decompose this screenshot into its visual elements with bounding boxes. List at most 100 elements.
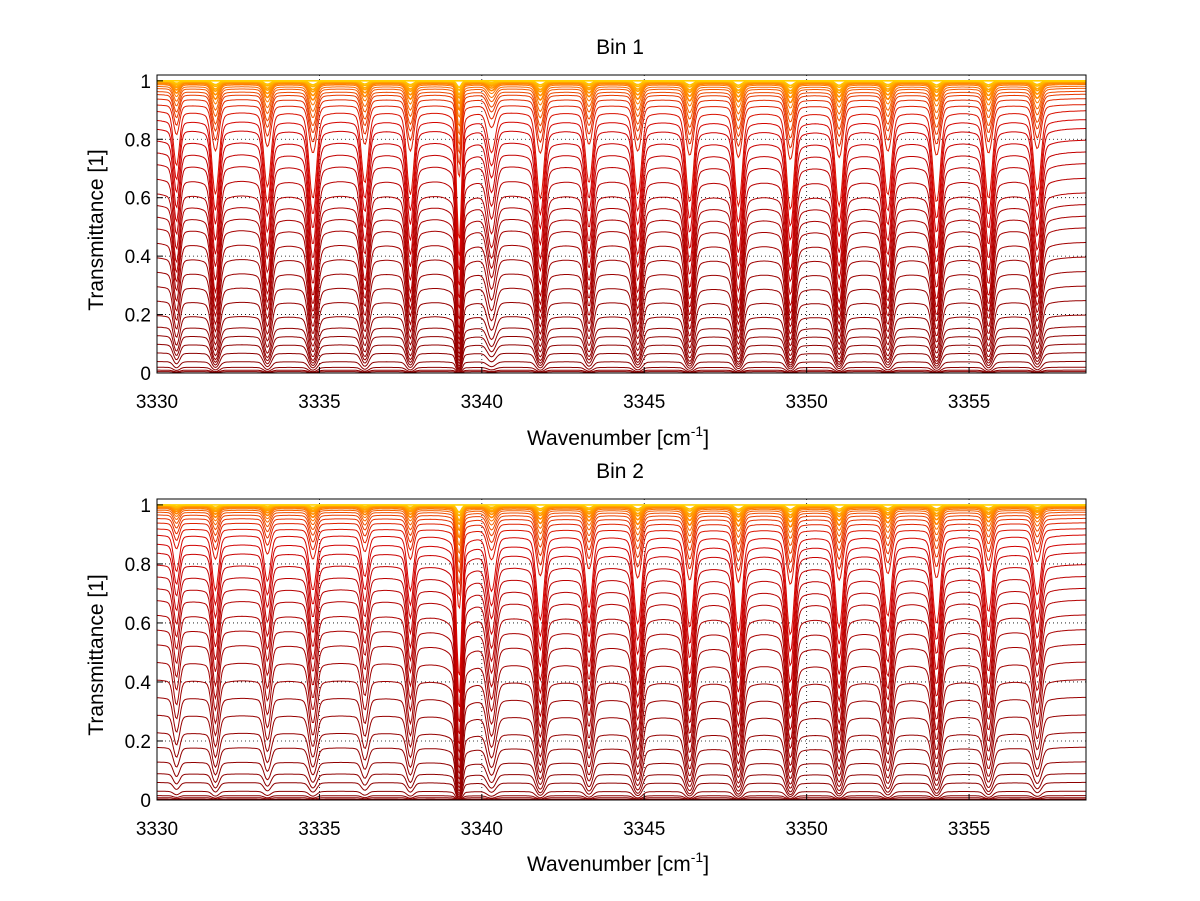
series-line (156, 543, 1086, 693)
series-line (156, 661, 1086, 781)
series-line (157, 506, 1086, 539)
series-line (157, 790, 1086, 800)
series-line (156, 334, 1086, 370)
series-line (156, 773, 1086, 799)
series-line (157, 514, 1087, 574)
series-line (156, 192, 1087, 329)
series-line (156, 256, 1087, 355)
series-line (156, 629, 1086, 770)
x-tick-label: 3340 (461, 819, 503, 840)
series-line (156, 285, 1086, 362)
x-tick-label: 3340 (461, 392, 503, 413)
y-tick-label: 0.4 (125, 247, 152, 268)
chart-title: Bin 2 (596, 460, 644, 483)
series-line (157, 93, 1086, 155)
x-tick-label: 3330 (136, 392, 178, 413)
series-line (156, 84, 1086, 118)
series-line (157, 797, 1086, 801)
series-line (156, 534, 1086, 676)
y-axis-label: Transmittance [1] (85, 149, 108, 310)
series-line (156, 271, 1086, 359)
x-tick-label: 3330 (136, 819, 178, 840)
y-tick-label: 0.8 (125, 130, 151, 151)
series-line (156, 242, 1086, 351)
series-line (156, 119, 1086, 256)
series-line (157, 746, 1086, 796)
y-tick-label: 0.6 (125, 614, 151, 635)
series-line (156, 714, 1086, 792)
y-tick-label: 1 (140, 72, 151, 93)
chart-title: Bin 1 (596, 36, 644, 59)
series-line (156, 128, 1086, 270)
series-line (156, 215, 1086, 342)
x-axis-label: Wavenumber [cm-1] (527, 423, 709, 450)
x-tick-labels: 3330 3335 3340 3345 3350 3355 (136, 367, 990, 413)
series-group (156, 504, 1087, 801)
x-tick-label: 3345 (623, 392, 665, 413)
x-tick-label: 3350 (786, 392, 828, 413)
x-tick-label: 3345 (623, 819, 665, 840)
plot-frame (156, 74, 1087, 374)
series-line (156, 326, 1086, 369)
series-line (156, 360, 1086, 373)
x-tick-label: 3355 (948, 819, 990, 840)
series-line (157, 82, 1086, 112)
x-tick-labels: 3330 3335 3340 3345 3350 3355 (136, 794, 990, 840)
series-line (156, 300, 1086, 365)
series-group (156, 80, 1087, 374)
y-tick-label: 0 (140, 791, 151, 812)
y-tick-labels: 0 0.2 0.4 0.6 0.8 1 (125, 72, 163, 385)
series-line (157, 517, 1086, 585)
series-line (156, 587, 1086, 745)
y-tick-label: 0.6 (125, 189, 151, 210)
series-line (156, 139, 1087, 286)
series-line (156, 614, 1087, 763)
series-line (156, 314, 1086, 367)
x-tick-label: 3355 (948, 392, 990, 413)
series-line (156, 352, 1087, 372)
series-line (156, 643, 1086, 775)
series-line (156, 564, 1086, 723)
series-line (157, 90, 1086, 146)
chart-bin-1: Bin 1 3330 3335 3340 3345 3350 3355 0 0.2 0.4 0.… (85, 36, 1087, 450)
series-line (156, 104, 1086, 178)
y-tick-labels: 0 0.2 0.4 0.6 0.8 1 (125, 496, 163, 812)
series-line (156, 151, 1086, 298)
series-line (157, 369, 1086, 374)
series-line (156, 343, 1086, 371)
series-line (157, 795, 1086, 801)
series-line (157, 761, 1086, 798)
y-axis-label: Transmittance [1] (85, 574, 108, 735)
y-tick-label: 0.2 (125, 306, 151, 327)
series-line (156, 696, 1086, 789)
series-line (156, 110, 1086, 239)
series-line (156, 576, 1087, 735)
series-line (157, 781, 1086, 800)
y-tick-label: 0.2 (125, 732, 151, 753)
series-line (157, 508, 1086, 547)
x-tick-label: 3350 (786, 819, 828, 840)
y-tick-label: 0 (140, 364, 151, 385)
series-line (156, 177, 1087, 320)
plot-frame (156, 498, 1087, 801)
series-line (157, 511, 1086, 564)
series-line (156, 679, 1086, 785)
series-line (157, 366, 1086, 373)
series-line (156, 552, 1087, 707)
series-line (156, 599, 1086, 755)
x-tick-label: 3335 (298, 392, 340, 413)
series-line (156, 509, 1086, 555)
y-tick-label: 0.8 (125, 555, 151, 576)
series-line (156, 732, 1086, 795)
series-line (157, 85, 1086, 127)
series-line (157, 98, 1086, 166)
x-axis-label: Wavenumber [cm-1] (527, 849, 709, 876)
chart-bin-2: Bin 2 3330 3335 3340 3345 3350 3355 0 0.2 0.4 0.… (85, 460, 1087, 876)
series-line (156, 522, 1086, 597)
y-tick-label: 1 (140, 496, 151, 517)
series-line (156, 163, 1086, 309)
x-tick-label: 3335 (298, 819, 340, 840)
series-line (157, 528, 1086, 610)
